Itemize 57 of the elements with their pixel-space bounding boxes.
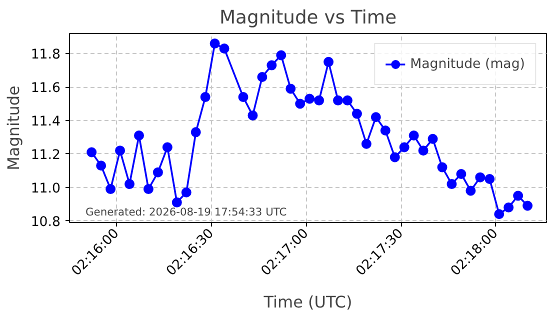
point bbox=[86, 147, 97, 158]
y-tick-label: 11.2 bbox=[30, 148, 61, 163]
point bbox=[276, 50, 286, 60]
point bbox=[286, 84, 296, 94]
y-tick-label: 11.6 bbox=[30, 81, 61, 96]
point bbox=[152, 167, 163, 178]
y-tick-label: 11.4 bbox=[30, 114, 61, 130]
point bbox=[304, 94, 315, 104]
y-tick-label: 11.8 bbox=[30, 48, 61, 63]
point bbox=[475, 172, 486, 182]
point bbox=[456, 169, 466, 179]
point bbox=[266, 60, 277, 70]
point bbox=[96, 160, 106, 171]
point bbox=[181, 187, 192, 198]
point bbox=[324, 56, 334, 67]
point bbox=[143, 184, 154, 194]
point bbox=[106, 184, 116, 194]
point bbox=[333, 95, 344, 106]
point bbox=[314, 95, 324, 106]
legend-label: Magnitude (mag) bbox=[410, 56, 525, 72]
point bbox=[418, 146, 428, 156]
y-tick-label: 11.0 bbox=[30, 181, 61, 196]
point bbox=[172, 197, 182, 208]
annotation: Generated: 2026-08-19 17:54:33 UTC bbox=[86, 206, 287, 218]
point bbox=[200, 92, 210, 102]
point bbox=[522, 200, 533, 211]
point bbox=[219, 44, 230, 54]
point bbox=[504, 202, 514, 212]
point bbox=[399, 142, 410, 152]
point bbox=[446, 179, 457, 190]
point bbox=[380, 126, 390, 136]
point bbox=[210, 38, 220, 49]
x-axis-title: Time (UTC) bbox=[262, 292, 352, 312]
point bbox=[295, 98, 306, 109]
point bbox=[162, 142, 172, 152]
point bbox=[124, 179, 135, 190]
point bbox=[494, 209, 504, 220]
point bbox=[115, 146, 126, 156]
point bbox=[342, 95, 352, 106]
y-tick-label: 10.8 bbox=[30, 214, 61, 230]
point bbox=[190, 127, 201, 138]
point bbox=[408, 130, 419, 141]
chart-title: Magnitude vs Time bbox=[219, 8, 397, 28]
point bbox=[361, 138, 372, 149]
point bbox=[484, 174, 495, 184]
point bbox=[428, 134, 438, 144]
point bbox=[238, 92, 248, 102]
point bbox=[248, 110, 258, 120]
point bbox=[257, 72, 268, 82]
point bbox=[370, 112, 381, 122]
point bbox=[390, 152, 400, 162]
y-axis-title: Magnitude bbox=[4, 86, 23, 170]
point bbox=[134, 130, 144, 141]
point bbox=[352, 108, 362, 119]
point bbox=[437, 162, 448, 172]
point bbox=[513, 190, 524, 201]
point bbox=[466, 186, 476, 196]
